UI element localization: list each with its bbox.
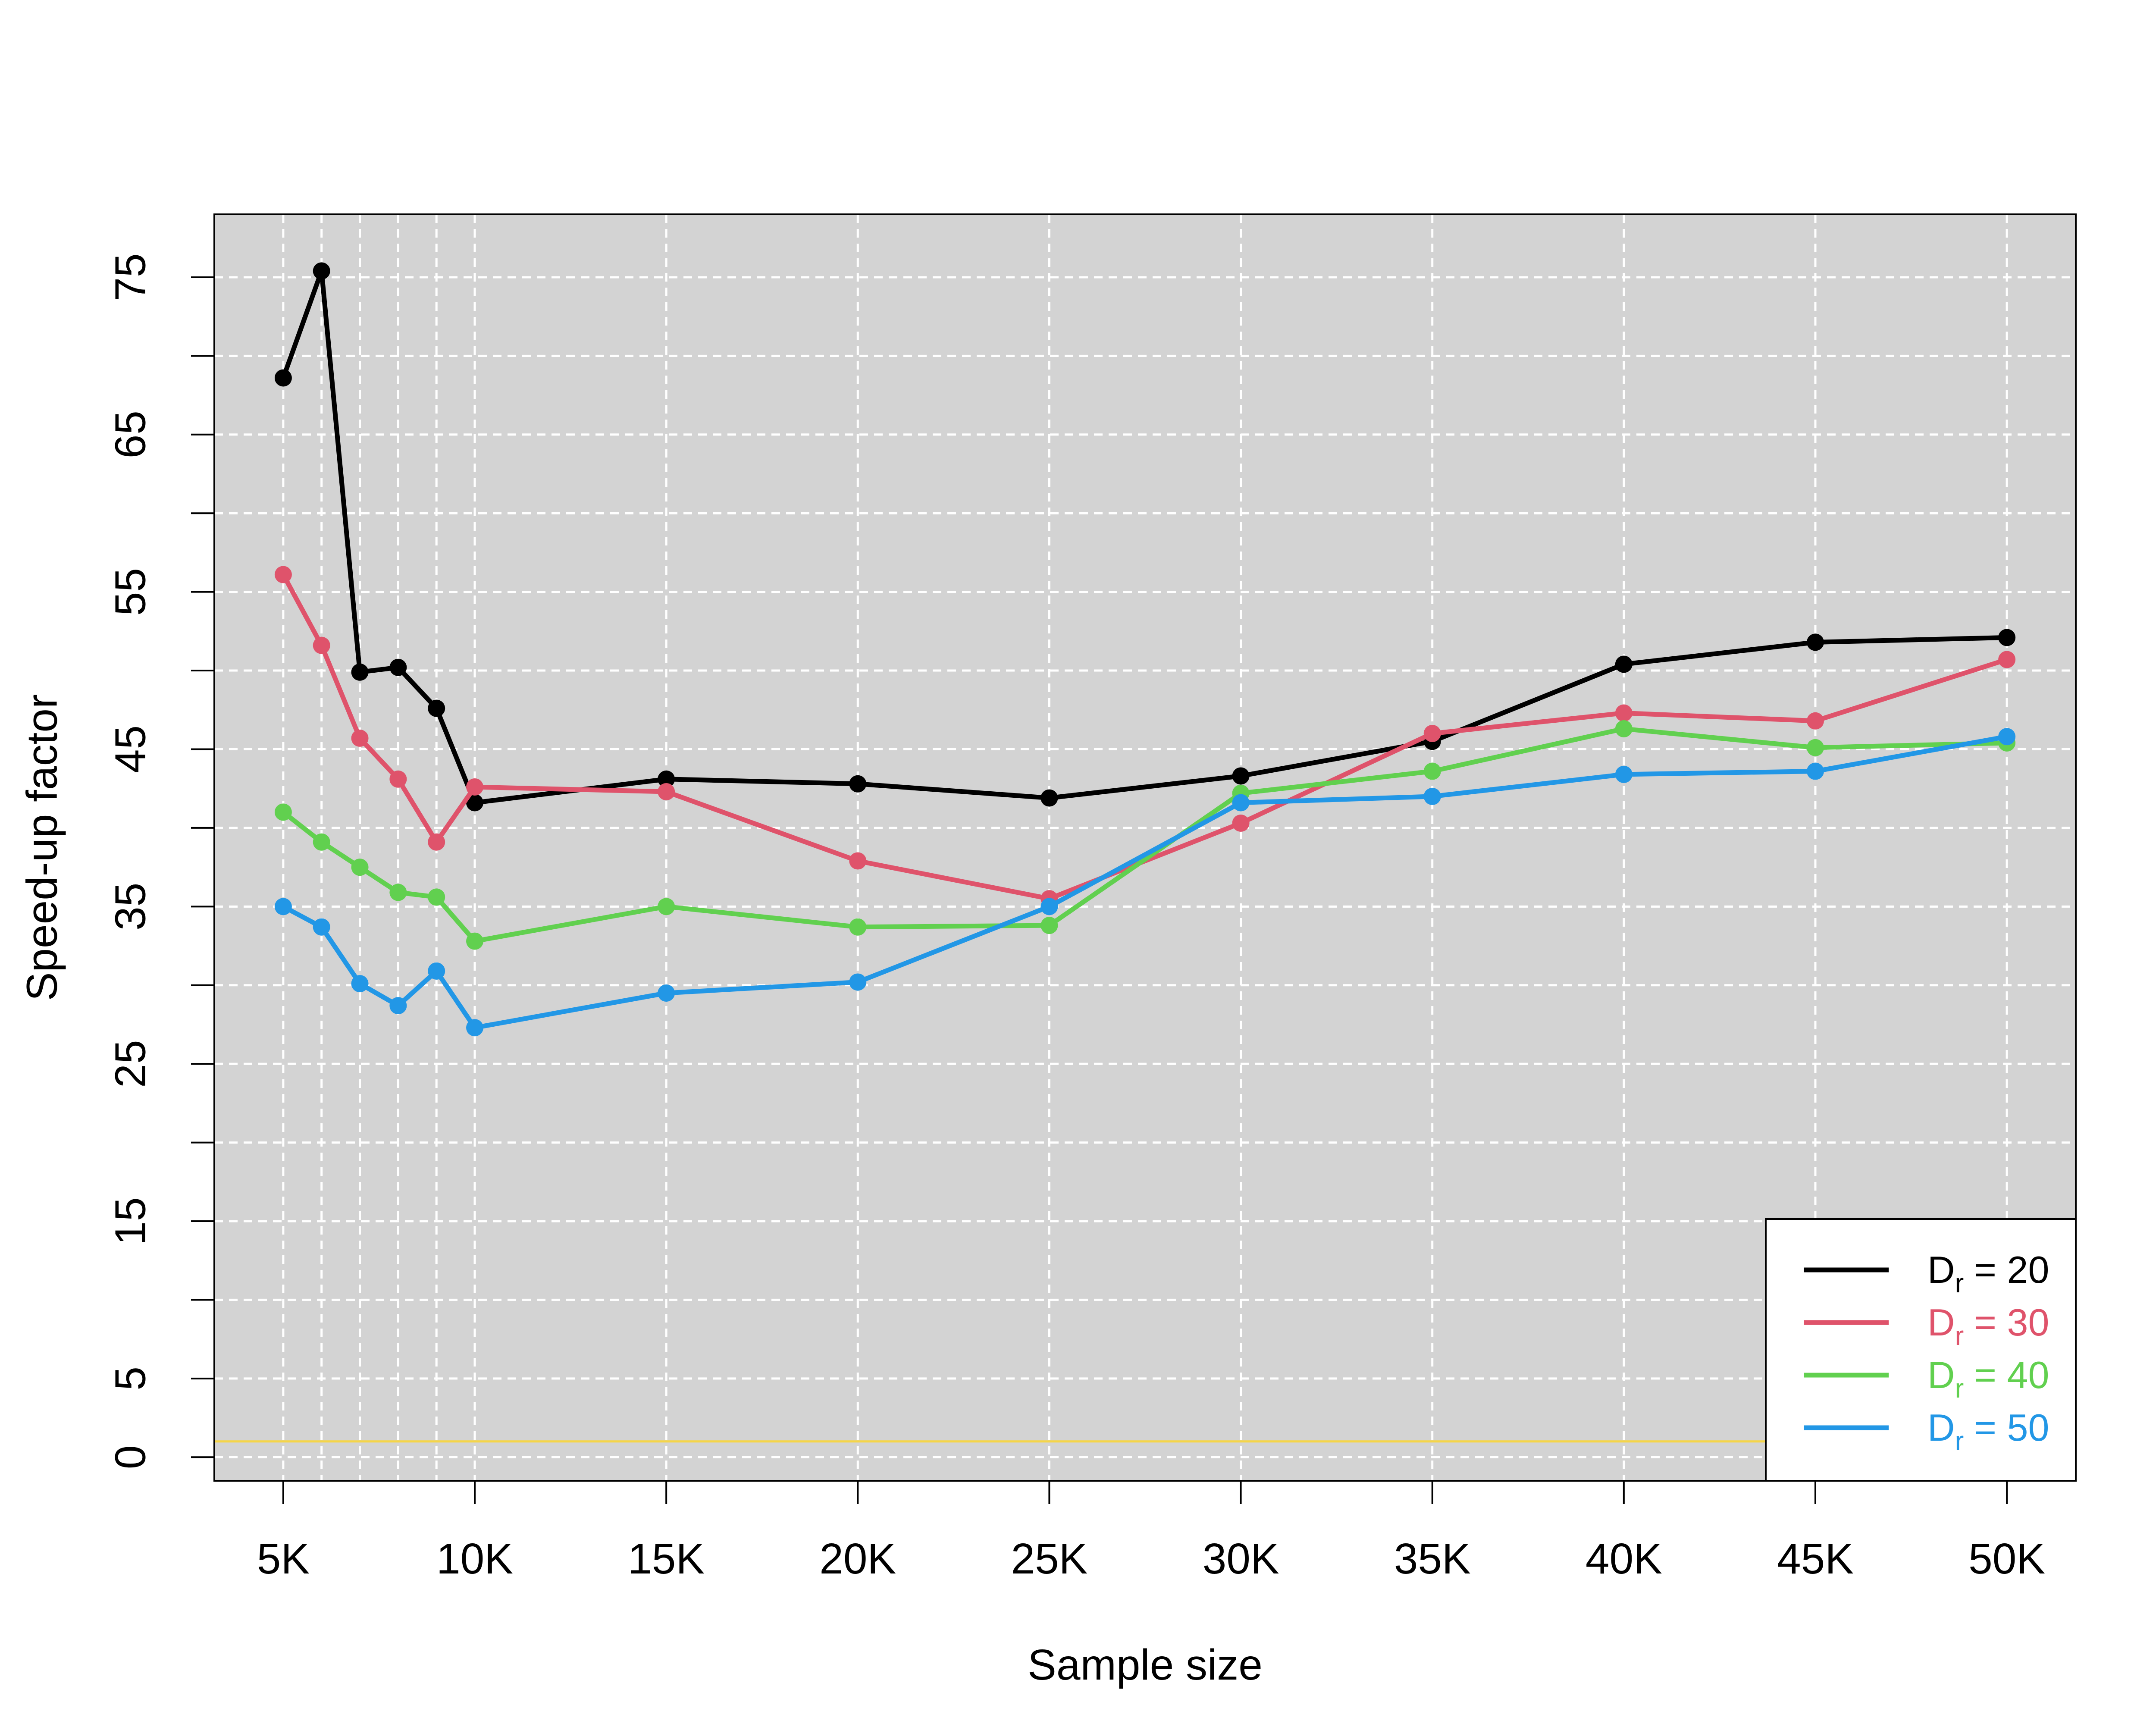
- legend-label: Dr = 30: [1927, 1301, 2049, 1351]
- series-line: [281, 573, 2008, 901]
- y-tick-label: 65: [106, 411, 154, 458]
- data-point: [849, 775, 867, 793]
- x-tick-label: 15K: [628, 1535, 705, 1583]
- data-point: [1615, 655, 1633, 673]
- data-point: [1232, 814, 1250, 832]
- x-tick-label: 40K: [1586, 1535, 1662, 1583]
- data-point: [1040, 898, 1058, 915]
- x-tick-label: 50K: [1968, 1535, 2045, 1583]
- y-tick-label: 35: [106, 883, 154, 931]
- data-point: [1806, 712, 1824, 730]
- data-point: [466, 932, 484, 950]
- y-axis-title: Speed-up factor: [18, 694, 66, 1001]
- data-point: [658, 984, 675, 1002]
- data-point: [849, 852, 867, 870]
- data-point: [1423, 724, 1441, 742]
- x-tick-label: 25K: [1011, 1535, 1087, 1583]
- x-tick-label: 35K: [1394, 1535, 1471, 1583]
- data-point: [1040, 789, 1058, 807]
- data-point: [1232, 794, 1250, 812]
- data-point: [1806, 762, 1824, 780]
- series-3: [274, 720, 2016, 950]
- data-point: [1232, 767, 1250, 785]
- data-point: [313, 262, 330, 280]
- legend-item: Dr = 50: [1804, 1406, 2049, 1456]
- data-point: [658, 898, 675, 915]
- data-point: [1423, 787, 1441, 805]
- data-point: [351, 729, 369, 747]
- data-point: [389, 884, 407, 901]
- y-tick-label: 55: [106, 568, 154, 616]
- series-4: [274, 728, 2016, 1037]
- legend-item: Dr = 20: [1804, 1248, 2049, 1298]
- data-point: [428, 888, 445, 906]
- y-tick-label: 45: [106, 725, 154, 773]
- data-point: [428, 699, 445, 717]
- data-point: [313, 918, 330, 936]
- y-tick-label: 5: [106, 1367, 154, 1391]
- data-point: [466, 794, 484, 812]
- data-point: [658, 770, 675, 788]
- data-point: [389, 770, 407, 788]
- data-point: [658, 783, 675, 800]
- data-point: [849, 973, 867, 991]
- x-tick-label: 5K: [257, 1535, 310, 1583]
- data-point: [1615, 720, 1633, 738]
- data-point: [351, 663, 369, 681]
- data-point: [1806, 633, 1824, 651]
- series-2: [274, 566, 2016, 908]
- y-tick-label: 15: [106, 1197, 154, 1245]
- x-axis: 5K 10K 15K 20K 25K 30K 35K 40K 45K 50K: [257, 1481, 2045, 1583]
- series-1: [274, 262, 2016, 812]
- data-point: [1998, 629, 2016, 646]
- data-point: [466, 778, 484, 796]
- data-point: [313, 636, 330, 654]
- plot-frame: [213, 213, 2077, 1482]
- data-point: [1806, 739, 1824, 756]
- data-point: [428, 833, 445, 851]
- legend-label: Dr = 20: [1927, 1248, 2049, 1298]
- y-tick-label: 75: [106, 253, 154, 301]
- legend-label: Dr = 40: [1927, 1354, 2049, 1404]
- data-point: [274, 566, 292, 583]
- x-tick-label: 30K: [1203, 1535, 1279, 1583]
- data-point: [274, 898, 292, 915]
- data-point: [849, 918, 867, 936]
- y-tick-label: 0: [106, 1445, 154, 1469]
- data-point: [1615, 765, 1633, 783]
- data-point: [1998, 651, 2016, 668]
- series-layer: [274, 262, 2016, 1037]
- data-point: [1615, 704, 1633, 722]
- data-point: [1998, 728, 2016, 746]
- legend-item: Dr = 30: [1804, 1301, 2049, 1351]
- data-point: [1040, 917, 1058, 934]
- grid-layer: [214, 214, 2076, 1481]
- y-tick-label: 25: [106, 1040, 154, 1088]
- x-tick-label: 10K: [436, 1535, 513, 1583]
- data-point: [351, 975, 369, 993]
- data-point: [274, 803, 292, 821]
- data-point: [1423, 762, 1441, 780]
- y-axis: 0 5 15 25 35 45 55 65 75: [106, 253, 214, 1469]
- data-point: [313, 833, 330, 851]
- x-tick-label: 20K: [819, 1535, 896, 1583]
- legend-item: Dr = 40: [1804, 1354, 2049, 1404]
- x-axis-title: Sample size: [1028, 1641, 1263, 1689]
- data-point: [274, 369, 292, 387]
- legend-label: Dr = 50: [1927, 1406, 2049, 1456]
- x-tick-label: 45K: [1777, 1535, 1854, 1583]
- data-point: [351, 859, 369, 876]
- data-point: [466, 1019, 484, 1037]
- data-point: [428, 962, 445, 980]
- legend-box: [1765, 1218, 2077, 1482]
- data-point: [389, 658, 407, 676]
- data-point: [389, 997, 407, 1015]
